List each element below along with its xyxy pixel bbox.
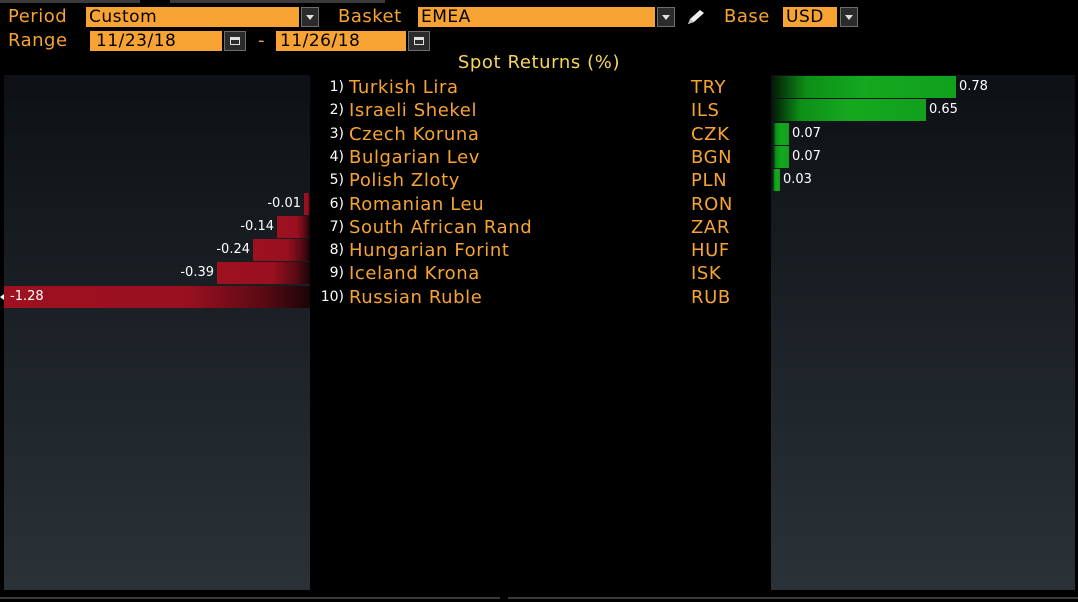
currency-name[interactable]: South African Rand bbox=[349, 217, 533, 238]
tab-strip bbox=[0, 0, 1078, 4]
list-item[interactable]: 8) Hungarian Forint HUF bbox=[318, 239, 770, 262]
range-end-calendar-button[interactable] bbox=[408, 31, 430, 51]
chart-title: Spot Returns (%) bbox=[457, 52, 621, 73]
list-item[interactable]: 3) Czech Koruna CZK bbox=[318, 123, 770, 146]
bar bbox=[304, 193, 310, 215]
currency-code: HUF bbox=[691, 240, 730, 261]
currency-name[interactable]: Czech Koruna bbox=[349, 124, 480, 145]
currency-name[interactable]: Turkish Lira bbox=[349, 77, 459, 98]
list-item[interactable]: 1) Turkish Lira TRY bbox=[318, 76, 770, 99]
currency-code: CZK bbox=[691, 124, 730, 145]
bar-value-label: 0.07 bbox=[792, 126, 821, 141]
bar bbox=[253, 239, 310, 261]
list-item[interactable]: 5) Polish Zloty PLN bbox=[318, 169, 770, 192]
rank-number: 1) bbox=[329, 79, 344, 95]
bottom-divider bbox=[0, 597, 1078, 599]
rank-number: 4) bbox=[329, 149, 344, 165]
currency-code: TRY bbox=[691, 77, 727, 98]
rank-number: 3) bbox=[329, 126, 344, 142]
bar-value-label: 0.03 bbox=[783, 172, 812, 187]
period-field[interactable]: Custom bbox=[86, 7, 299, 27]
bar bbox=[277, 216, 310, 238]
range-end-field[interactable]: 11/26/18 bbox=[276, 31, 406, 51]
base-dropdown-button[interactable] bbox=[840, 7, 858, 27]
negative-returns-panel bbox=[4, 75, 310, 590]
base-label: Base bbox=[724, 6, 770, 27]
rank-number: 6) bbox=[329, 196, 344, 212]
rank-number: 9) bbox=[329, 265, 344, 281]
rank-number: 10) bbox=[320, 289, 344, 305]
basket-field[interactable]: EMEA bbox=[418, 7, 655, 27]
period-label: Period bbox=[8, 6, 68, 27]
chevron-down-icon bbox=[662, 14, 670, 20]
range-label: Range bbox=[8, 30, 68, 51]
range-start-field[interactable]: 11/23/18 bbox=[90, 31, 222, 51]
currency-code: ZAR bbox=[691, 217, 730, 238]
bar bbox=[773, 76, 956, 98]
list-item[interactable]: 10) Russian Ruble RUB bbox=[318, 286, 770, 309]
rank-number: 8) bbox=[329, 242, 344, 258]
currency-name[interactable]: Polish Zloty bbox=[349, 170, 460, 191]
bar-value-label: 0.78 bbox=[959, 79, 988, 94]
currency-code: ILS bbox=[691, 100, 720, 121]
list-item[interactable]: 9) Iceland Krona ISK bbox=[318, 262, 770, 285]
currency-name[interactable]: Iceland Krona bbox=[349, 263, 480, 284]
currency-name[interactable]: Romanian Leu bbox=[349, 194, 485, 215]
bar bbox=[217, 262, 310, 284]
basket-label: Basket bbox=[338, 6, 402, 27]
currency-code: BGN bbox=[691, 147, 733, 168]
bar-value-label: -0.39 bbox=[180, 265, 214, 280]
bar bbox=[773, 99, 926, 121]
currency-name[interactable]: Israeli Shekel bbox=[349, 100, 478, 121]
currency-name[interactable]: Bulgarian Lev bbox=[349, 147, 481, 168]
list-item[interactable]: 6) Romanian Leu RON bbox=[318, 193, 770, 216]
rank-number: 5) bbox=[329, 172, 344, 188]
bar-value-label: -1.28 bbox=[10, 289, 44, 304]
bar-value-label: 0.65 bbox=[929, 102, 958, 117]
basket-dropdown-button[interactable] bbox=[657, 7, 675, 27]
positive-returns-panel bbox=[771, 75, 1075, 590]
base-field[interactable]: USD bbox=[783, 7, 837, 27]
currency-code: RON bbox=[691, 194, 733, 215]
bar-value-label: -0.14 bbox=[240, 219, 274, 234]
chevron-down-icon bbox=[845, 14, 853, 20]
bar bbox=[773, 123, 789, 145]
bar bbox=[4, 286, 310, 308]
chevron-down-icon bbox=[306, 14, 314, 20]
list-item[interactable]: 4) Bulgarian Lev BGN bbox=[318, 146, 770, 169]
currency-name[interactable]: Russian Ruble bbox=[349, 287, 483, 308]
calendar-icon bbox=[230, 37, 240, 45]
currency-code: PLN bbox=[691, 170, 728, 191]
bar bbox=[773, 169, 780, 191]
calendar-icon bbox=[414, 37, 424, 45]
bar-value-label: -0.01 bbox=[267, 196, 301, 211]
rank-number: 7) bbox=[329, 219, 344, 235]
range-separator: - bbox=[258, 30, 265, 51]
list-item[interactable]: 2) Israeli Shekel ILS bbox=[318, 99, 770, 122]
bar bbox=[773, 146, 789, 168]
currency-code: ISK bbox=[691, 263, 722, 284]
list-item[interactable]: 7) South African Rand ZAR bbox=[318, 216, 770, 239]
overflow-arrow-icon bbox=[0, 294, 4, 300]
currency-code: RUB bbox=[691, 287, 731, 308]
rank-number: 2) bbox=[329, 102, 344, 118]
period-dropdown-button[interactable] bbox=[301, 7, 319, 27]
bar-value-label: -0.24 bbox=[216, 242, 250, 257]
pencil-icon[interactable] bbox=[685, 8, 709, 26]
range-start-calendar-button[interactable] bbox=[224, 31, 246, 51]
bar-value-label: 0.07 bbox=[792, 149, 821, 164]
currency-name[interactable]: Hungarian Forint bbox=[349, 240, 510, 261]
